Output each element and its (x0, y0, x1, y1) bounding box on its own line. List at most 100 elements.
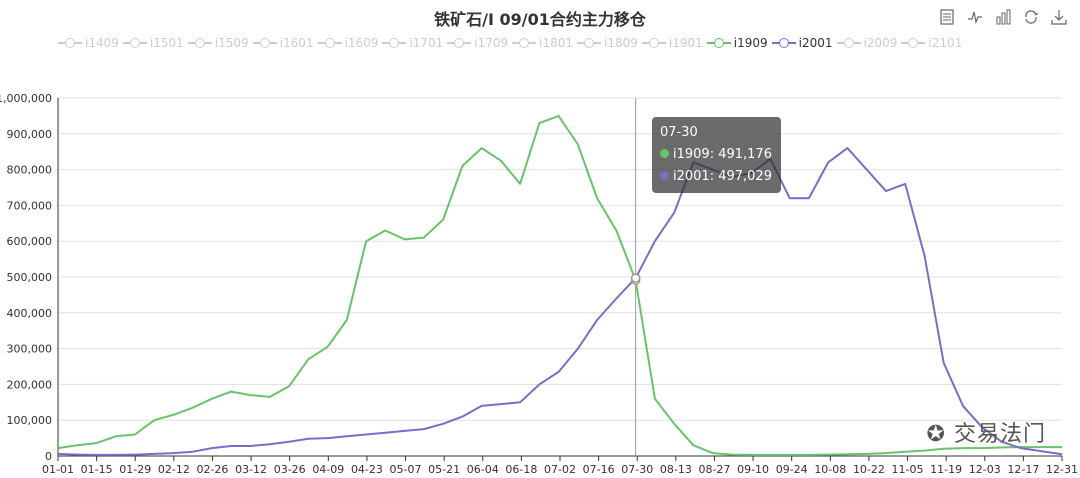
bar-chart-icon[interactable] (994, 8, 1012, 26)
line-chart-icon[interactable] (966, 8, 984, 26)
x-tick-label: 11-05 (892, 463, 924, 476)
legend-item-i1501[interactable]: i1501 (122, 36, 184, 50)
legend-item-i1601[interactable]: i1601 (252, 36, 314, 50)
x-tick-label: 08-27 (698, 463, 730, 476)
legend-symbol-icon (836, 36, 861, 50)
x-tick-label: 01-01 (42, 463, 74, 476)
y-tick-label: 600,000 (7, 235, 53, 248)
x-tick-label: 02-12 (158, 463, 190, 476)
x-tick-label: 12-31 (1046, 463, 1078, 476)
x-tick-label: 09-24 (776, 463, 808, 476)
x-tick-label: 04-23 (351, 463, 383, 476)
legend-item-i2001[interactable]: i2001 (771, 36, 833, 50)
legend-label: i1509 (214, 36, 249, 50)
series-line-i1909 (57, 114, 1062, 456)
legend-symbol-icon (122, 36, 147, 50)
x-tick-label: 01-15 (81, 463, 113, 476)
legend-item-i1901[interactable]: i1901 (641, 36, 703, 50)
x-tick-label: 07-16 (583, 463, 615, 476)
legend-label: i2009 (863, 36, 898, 50)
legend-symbol-icon (901, 36, 926, 50)
legend-item-i1609[interactable]: i1609 (317, 36, 379, 50)
x-tick-label: 05-07 (390, 463, 422, 476)
x-tick-label: 10-22 (853, 463, 885, 476)
legend-label: i1901 (668, 36, 703, 50)
x-tick-label: 06-18 (505, 463, 537, 476)
legend-item-i2009[interactable]: i2009 (836, 36, 898, 50)
legend-label: i1609 (344, 36, 379, 50)
chart-toolbox (938, 8, 1068, 26)
legend-symbol-icon (252, 36, 277, 50)
y-tick-label: 0 (45, 450, 52, 463)
x-tick-label: 08-13 (660, 463, 692, 476)
series-line-i2001 (57, 147, 1063, 456)
x-tick-label: 03-12 (235, 463, 267, 476)
y-tick-label: 800,000 (7, 164, 53, 177)
legend-label: i2001 (798, 36, 833, 50)
x-tick-label: 04-09 (312, 463, 344, 476)
legend-label: i2101 (928, 36, 963, 50)
legend-label: i1709 (474, 36, 509, 50)
tooltip-row-i2001: i2001: 497,029 (660, 166, 773, 188)
x-tick-label: 03-26 (274, 463, 306, 476)
x-tick-label: 06-04 (467, 463, 499, 476)
tooltip-value-i1909: i1909: 491,176 (673, 147, 772, 162)
highlight-point-i2001 (630, 273, 641, 283)
y-tick-label: 300,000 (7, 343, 53, 356)
tooltip-row-i1909: i1909: 491,176 (660, 144, 773, 166)
legend-item-i2101[interactable]: i2101 (901, 36, 962, 50)
legend-item-i1701[interactable]: i1701 (382, 36, 443, 50)
legend-symbol-icon (641, 36, 666, 50)
legend-symbol-icon (706, 36, 731, 50)
restore-icon[interactable] (1022, 8, 1040, 26)
x-tick-label: 12-17 (1007, 463, 1039, 476)
wechat-icon: ✪ (926, 422, 946, 447)
save-image-icon[interactable] (1050, 8, 1068, 26)
x-tick-label: 02-26 (196, 463, 228, 476)
chart-legend: i1409 i1501 i1509 i1601 i1609 i1701 i1709 i1801… (58, 36, 962, 50)
legend-item-i1409[interactable]: i1409 (58, 36, 119, 50)
y-tick-label: 1,000,000 (0, 92, 52, 105)
y-tick-label: 500,000 (7, 271, 53, 284)
legend-symbol-icon (771, 36, 796, 50)
legend-symbol-icon (317, 36, 342, 50)
legend-label: i1601 (279, 36, 314, 50)
tooltip-value-i2001: i2001: 497,029 (673, 169, 772, 184)
legend-symbol-icon (512, 36, 537, 50)
legend-symbol-icon (447, 36, 472, 50)
x-tick-label: 07-30 (621, 463, 653, 476)
tooltip-date: 07-30 (660, 125, 698, 140)
chart-tooltip: 07-30 i1909: 491,176 i2001: 497,029 (652, 117, 781, 193)
legend-label: i1501 (149, 36, 184, 50)
legend-symbol-icon (577, 36, 601, 50)
legend-label: i1809 (604, 36, 638, 50)
legend-label: i1801 (539, 36, 573, 50)
legend-symbol-icon (382, 36, 407, 50)
legend-label: i1909 (733, 36, 768, 50)
x-tick-label: 05-21 (428, 463, 460, 476)
x-tick-label: 07-02 (544, 463, 576, 476)
legend-symbol-icon (187, 36, 212, 50)
legend-symbol-icon (58, 36, 82, 50)
legend-item-i1909[interactable]: i1909 (706, 36, 768, 50)
legend-item-i1801[interactable]: i1801 (512, 36, 573, 50)
x-tick-label: 12-03 (969, 463, 1001, 476)
watermark-text: 交易法门 (953, 422, 1046, 447)
y-tick-label: 400,000 (7, 307, 53, 320)
legend-item-i1509[interactable]: i1509 (187, 36, 249, 50)
x-tick-label: 11-19 (930, 463, 962, 476)
legend-label: i1701 (409, 36, 444, 50)
y-tick-label: 700,000 (7, 199, 53, 212)
y-tick-label: 200,000 (7, 378, 53, 391)
y-tick-label: 900,000 (7, 128, 53, 141)
x-tick-label: 01-29 (119, 463, 151, 476)
legend-item-i1809[interactable]: i1809 (577, 36, 638, 50)
x-tick-label: 10-08 (814, 463, 846, 476)
data-view-icon[interactable] (938, 8, 956, 26)
legend-item-i1709[interactable]: i1709 (447, 36, 508, 50)
y-tick-label: 100,000 (7, 414, 53, 427)
watermark-logo: ✪ 交易法门 (927, 416, 1046, 448)
legend-label: i1409 (85, 36, 119, 50)
x-tick-label: 09-10 (737, 463, 769, 476)
